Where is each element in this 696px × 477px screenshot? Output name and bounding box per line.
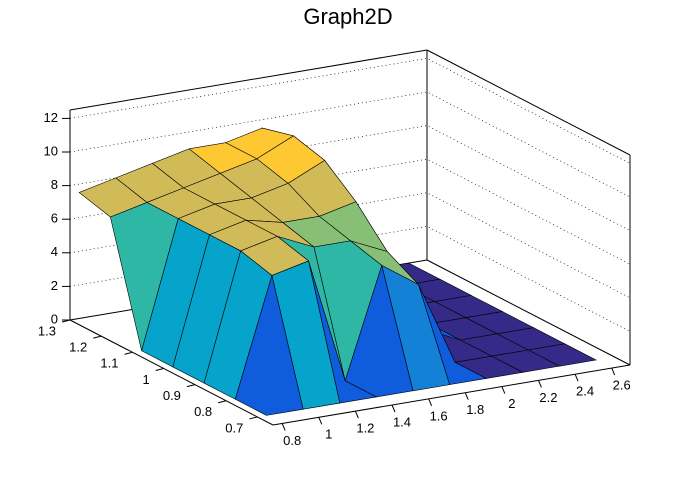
y-tick-label: 1.2 <box>69 340 87 355</box>
x-tick <box>391 404 396 413</box>
x-tick <box>574 374 579 382</box>
z-tick-label: 4 <box>51 244 58 259</box>
x-tick <box>428 398 433 407</box>
y-tick <box>218 400 227 404</box>
y-tick <box>124 351 133 355</box>
x-tick <box>281 423 286 431</box>
z-tick-label: 8 <box>51 177 58 192</box>
axis-line <box>272 364 631 426</box>
x-tick-label: 2.4 <box>576 384 594 399</box>
y-tick <box>61 319 71 323</box>
x-tick-label: 1.2 <box>356 421 374 436</box>
x-tick-label: 1 <box>325 427 332 442</box>
axis-line <box>69 49 428 111</box>
y-tick-label: 1.3 <box>38 323 56 338</box>
x-tick-label: 2.2 <box>539 390 557 405</box>
x-tick <box>464 392 469 400</box>
x-tick-label: 0.8 <box>283 433 301 448</box>
y-tick-label: 0.9 <box>163 388 181 403</box>
grid-line <box>69 58 631 164</box>
x-tick-label: 1.8 <box>466 402 484 417</box>
y-tick <box>93 335 102 339</box>
x-tick-label: 2.6 <box>613 378 631 393</box>
z-tick-label: 2 <box>51 278 58 293</box>
y-tick-label: 0.7 <box>225 420 243 435</box>
x-tick <box>501 386 506 394</box>
grid-line <box>69 91 631 198</box>
x-tick <box>318 417 323 425</box>
x-tick <box>611 367 616 376</box>
y-tick <box>249 416 258 420</box>
z-tick-label: 6 <box>51 211 58 226</box>
z-tick-label: 12 <box>44 110 58 125</box>
z-tick-label: 0 <box>51 311 58 326</box>
y-tick <box>155 367 164 371</box>
y-tick <box>186 384 196 388</box>
y-tick-label: 0.8 <box>194 404 212 419</box>
x-tick-label: 2 <box>508 396 515 411</box>
x-tick <box>538 380 542 388</box>
surface-cell <box>234 274 304 416</box>
x-tick-label: 1.4 <box>393 414 411 429</box>
chart-title: Graph2D <box>303 4 392 29</box>
x-tick-label: 1.6 <box>430 408 448 423</box>
axis-line <box>426 49 631 156</box>
y-tick-label: 1 <box>142 372 149 387</box>
z-tick-label: 10 <box>44 143 58 158</box>
y-tick-label: 1.1 <box>100 356 118 371</box>
axis-line <box>69 319 274 426</box>
x-tick <box>354 410 359 419</box>
